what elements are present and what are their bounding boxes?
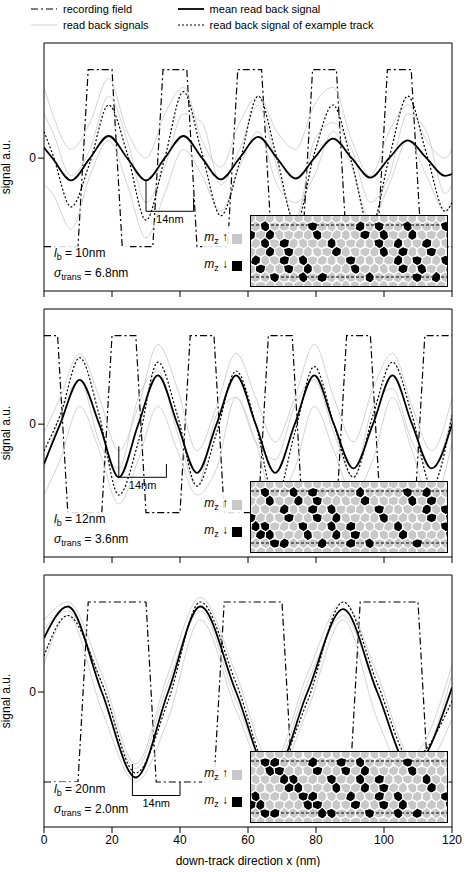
svg-text:0: 0	[41, 833, 48, 847]
svg-text:20: 20	[105, 833, 119, 847]
svg-text:0: 0	[29, 685, 36, 699]
html-text:σtrans = 2.0nm: σtrans = 2.0nm	[54, 801, 129, 818]
svg-text:signal a.u.: signal a.u.	[0, 406, 13, 461]
svg-text:signal a.u.: signal a.u.	[0, 140, 13, 195]
html-text:σtrans = 6.8nm: σtrans = 6.8nm	[54, 265, 129, 282]
html-text:lb = 10nm: lb = 10nm	[54, 246, 106, 263]
html-text:mz ↑: mz ↑	[204, 766, 228, 783]
svg-text:14nm: 14nm	[142, 797, 170, 809]
html-text:mz ↑: mz ↑	[204, 230, 228, 247]
svg-text:120: 120	[442, 833, 462, 847]
html-text:mz ↑: mz ↑	[204, 496, 228, 513]
html-text:lb = 12nm: lb = 12nm	[54, 512, 106, 529]
svg-text:80: 80	[309, 833, 323, 847]
svg-text:0: 0	[29, 417, 36, 431]
html-text:mz ↓: mz ↓	[204, 256, 228, 273]
svg-text:down-track direction x (nm): down-track direction x (nm)	[176, 854, 321, 867]
html-text:read back signals: read back signals	[63, 19, 149, 31]
html-text:lb = 20nm: lb = 20nm	[54, 782, 106, 799]
svg-text:0: 0	[29, 151, 36, 165]
html-text:mz ↓: mz ↓	[204, 792, 228, 809]
svg-text:100: 100	[374, 833, 394, 847]
svg-text:40: 40	[173, 833, 187, 847]
svg-text:60: 60	[241, 833, 255, 847]
html-text:σtrans = 3.6nm: σtrans = 3.6nm	[54, 531, 129, 548]
html-text:mz ↓: mz ↓	[204, 522, 228, 539]
svg-text:14nm: 14nm	[156, 213, 184, 225]
svg-text:14nm: 14nm	[129, 479, 157, 491]
html-text:mean read back signal: mean read back signal	[209, 3, 321, 15]
html-text:recording field: recording field	[63, 3, 133, 15]
html-text:read back signal of example tr: read back signal of example track	[209, 19, 374, 31]
svg-text:signal a.u.: signal a.u.	[0, 674, 13, 729]
